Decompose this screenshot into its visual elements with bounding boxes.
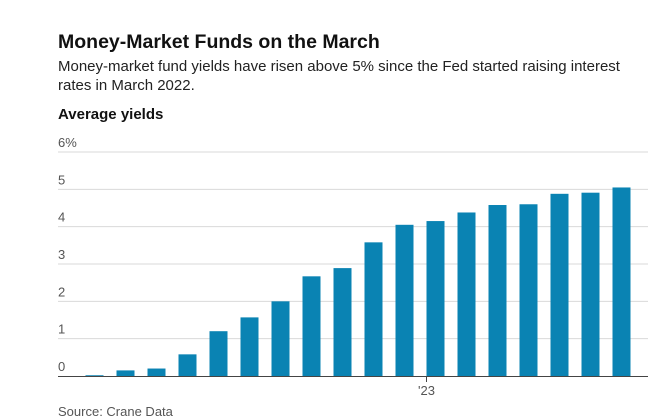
y-axis-label: Average yields bbox=[58, 106, 164, 123]
bar bbox=[116, 370, 135, 376]
bar bbox=[209, 331, 228, 376]
bar bbox=[395, 224, 414, 376]
y-tick-label: 4 bbox=[58, 210, 65, 225]
y-tick-label: 1 bbox=[58, 322, 65, 337]
y-tick-label: 5 bbox=[58, 172, 65, 187]
bar bbox=[271, 301, 290, 376]
bar bbox=[550, 193, 569, 376]
bar bbox=[240, 317, 259, 376]
bar bbox=[178, 354, 197, 376]
bar bbox=[519, 204, 538, 376]
bar bbox=[426, 221, 445, 376]
bar bbox=[457, 212, 476, 376]
bar bbox=[581, 192, 600, 376]
chart-title: Money-Market Funds on the March bbox=[58, 31, 380, 53]
bar bbox=[333, 268, 352, 376]
y-tick-label: 6% bbox=[58, 135, 77, 150]
y-tick-label: 2 bbox=[58, 284, 65, 299]
chart-subtitle: Money-market fund yields have risen abov… bbox=[58, 58, 620, 94]
bar bbox=[364, 242, 383, 376]
y-tick-label: 0 bbox=[58, 359, 65, 374]
bar bbox=[302, 276, 321, 376]
y-tick-label: 3 bbox=[58, 247, 65, 262]
bar bbox=[612, 187, 631, 376]
bar bbox=[488, 205, 507, 376]
source-note: Source: Crane Data bbox=[58, 404, 173, 419]
x-tick-label: '23 bbox=[418, 383, 435, 398]
bar bbox=[85, 375, 104, 377]
bar bbox=[147, 368, 166, 376]
